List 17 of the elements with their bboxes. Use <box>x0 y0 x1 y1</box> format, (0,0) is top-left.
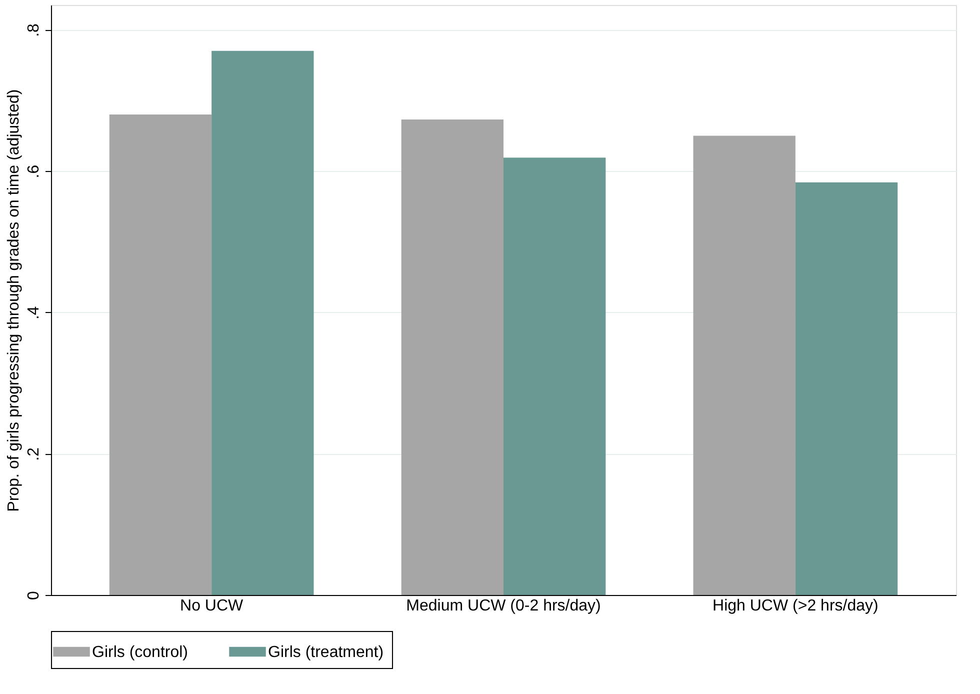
y-tick-label: .2 <box>26 447 42 461</box>
x-tick-label: High UCW (>2 hrs/day) <box>712 598 878 614</box>
x-tick-label: Medium UCW (0-2 hrs/day) <box>406 598 601 614</box>
bar <box>795 182 898 595</box>
legend-label: Girls (control) <box>92 644 188 661</box>
y-tick-label: .8 <box>26 23 42 37</box>
y-tick-label: .4 <box>26 306 42 320</box>
y-tick-label: .6 <box>26 164 42 178</box>
bar <box>693 136 796 595</box>
bar <box>109 114 212 595</box>
y-axis-title: Prop. of girls progressing through grades on time (adjusted) <box>6 89 22 512</box>
bar <box>212 50 314 595</box>
legend-label: Girls (treatment) <box>268 644 384 661</box>
bar <box>401 119 504 595</box>
x-tick-label: No UCW <box>180 598 244 614</box>
bar <box>504 158 606 595</box>
y-tick-label: 0 <box>26 590 42 600</box>
